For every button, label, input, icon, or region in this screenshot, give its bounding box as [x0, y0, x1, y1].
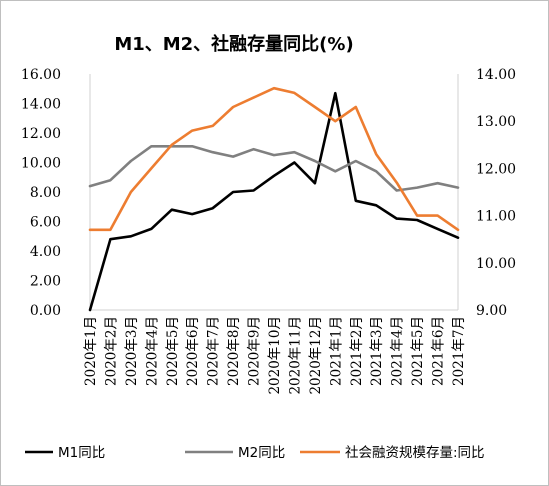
x-tick-label: 2020年9月 — [247, 316, 263, 386]
x-tick-label: 2021年1月 — [328, 316, 344, 386]
y-right-tick-label: 9.00 — [476, 303, 507, 319]
m1-series-line — [88, 91, 460, 312]
x-tick-label: 2020年10月 — [267, 316, 283, 395]
y-left-tick-label: 12.00 — [21, 126, 61, 142]
y-right-tick-label: 10.00 — [476, 256, 516, 272]
chart-title: M1、M2、社融存量同比(%) — [114, 33, 353, 55]
legend-label: M2同比 — [238, 445, 285, 461]
m2-series-line — [88, 145, 460, 192]
x-tick-label: 2020年3月 — [124, 316, 140, 386]
x-tick-label: 2021年5月 — [410, 316, 426, 386]
social-financing-series-line — [88, 86, 460, 232]
y-right-tick-label: 13.00 — [476, 114, 516, 130]
x-tick-label: 2021年6月 — [431, 316, 447, 386]
y-right-tick-label: 12.00 — [476, 161, 516, 177]
legend-label: 社会融资规模存量:同比 — [345, 445, 485, 461]
x-tick-label: 2020年4月 — [144, 316, 160, 386]
x-tick-label: 2021年2月 — [349, 316, 365, 386]
y-right-tick-label: 11.00 — [476, 209, 516, 225]
y-left-tick-label: 14.00 — [21, 97, 61, 113]
x-tick-label: 2020年6月 — [185, 316, 201, 386]
x-tick-label: 2020年1月 — [83, 316, 99, 386]
y-left-tick-label: 2.00 — [30, 274, 61, 290]
x-tick-label: 2021年7月 — [451, 316, 467, 386]
x-tick-label: 2021年4月 — [390, 316, 406, 386]
y-right-tick-label: 14.00 — [476, 67, 516, 83]
x-tick-label: 2020年7月 — [206, 316, 222, 386]
y-left-tick-label: 16.00 — [21, 67, 61, 83]
x-tick-label: 2020年12月 — [308, 316, 324, 395]
y-left-tick-label: 6.00 — [30, 215, 61, 231]
y-left-tick-label: 0.00 — [30, 303, 61, 319]
y-left-tick-label: 10.00 — [21, 156, 61, 172]
x-tick-label: 2020年2月 — [103, 316, 119, 386]
x-tick-label: 2021年3月 — [369, 316, 385, 386]
legend-label: M1同比 — [58, 445, 105, 461]
x-tick-label: 2020年8月 — [226, 316, 242, 386]
x-tick-label: 2020年11月 — [287, 316, 303, 395]
x-tick-label: 2020年5月 — [165, 316, 181, 386]
y-left-tick-label: 4.00 — [30, 244, 61, 260]
y-left-tick-label: 8.00 — [30, 185, 61, 201]
